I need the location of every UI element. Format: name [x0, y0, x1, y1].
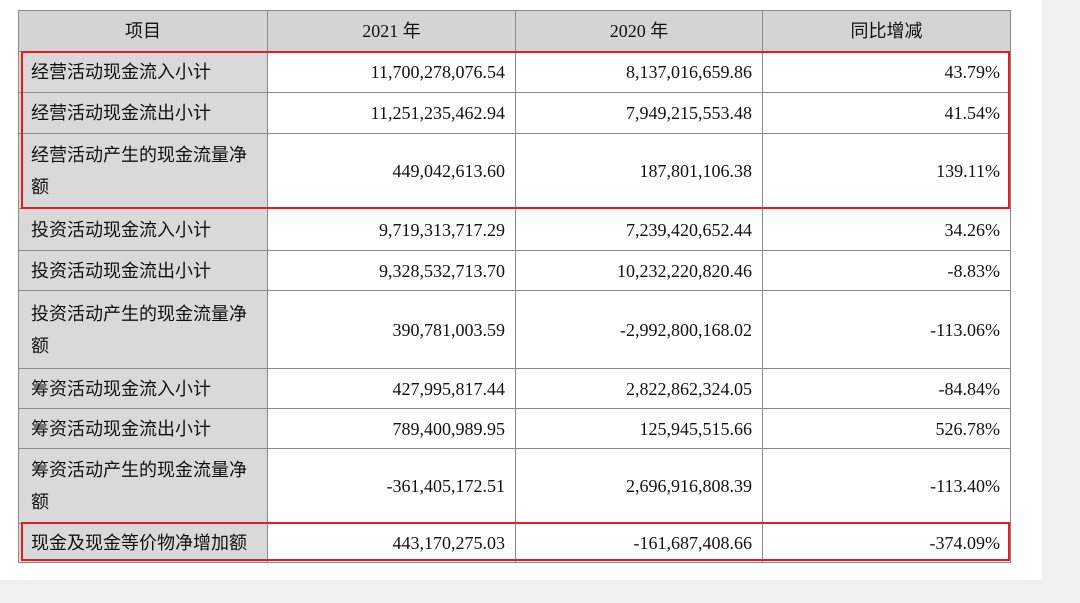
row-label: 筹资活动现金流入小计: [18, 368, 268, 409]
value-cell: -361,405,172.51: [267, 448, 516, 524]
value-cell: 789,400,989.95: [267, 408, 516, 449]
value-cell: 9,328,532,713.70: [267, 250, 516, 291]
value-cell: 390,781,003.59: [267, 290, 516, 369]
value-cell: 10,232,220,820.46: [515, 250, 763, 291]
row-label: 现金及现金等价物净增加额: [18, 523, 268, 563]
value-cell: 449,042,613.60: [267, 133, 516, 209]
value-cell: 11,700,278,076.54: [267, 51, 516, 93]
value-cell: -84.84%: [762, 368, 1011, 409]
value-cell: 2,696,916,808.39: [515, 448, 763, 524]
value-cell: 7,239,420,652.44: [515, 208, 763, 251]
value-cell: 7,949,215,553.48: [515, 92, 763, 134]
value-cell: -374.09%: [762, 523, 1011, 563]
value-cell: -2,992,800,168.02: [515, 290, 763, 369]
value-cell: -8.83%: [762, 250, 1011, 291]
value-cell: 34.26%: [762, 208, 1011, 251]
value-cell: -113.40%: [762, 448, 1011, 524]
header-cell: 2021 年: [267, 10, 516, 52]
row-label: 筹资活动现金流出小计: [18, 408, 268, 449]
row-label: 筹资活动产生的现金流量净额: [18, 448, 268, 524]
value-cell: 526.78%: [762, 408, 1011, 449]
value-cell: 2,822,862,324.05: [515, 368, 763, 409]
value-cell: 427,995,817.44: [267, 368, 516, 409]
row-label: 经营活动产生的现金流量净额: [18, 133, 268, 209]
value-cell: 8,137,016,659.86: [515, 51, 763, 93]
value-cell: 125,945,515.66: [515, 408, 763, 449]
value-cell: -113.06%: [762, 290, 1011, 369]
header-cell: 项目: [18, 10, 268, 52]
value-cell: -161,687,408.66: [515, 523, 763, 563]
row-label: 投资活动产生的现金流量净额: [18, 290, 268, 369]
row-label: 投资活动现金流入小计: [18, 208, 268, 251]
value-cell: 443,170,275.03: [267, 523, 516, 563]
value-cell: 139.11%: [762, 133, 1011, 209]
value-cell: 43.79%: [762, 51, 1011, 93]
row-label: 经营活动现金流入小计: [18, 51, 268, 93]
value-cell: 11,251,235,462.94: [267, 92, 516, 134]
header-cell: 同比增减: [762, 10, 1011, 52]
value-cell: 187,801,106.38: [515, 133, 763, 209]
document-sheet: 项目 2021 年 2020 年同比增减经营活动现金流入小计 11,700,278,0…: [0, 0, 1042, 580]
value-cell: 9,719,313,717.29: [267, 208, 516, 251]
header-cell: 2020 年: [515, 10, 763, 52]
row-label: 经营活动现金流出小计: [18, 92, 268, 134]
value-cell: 41.54%: [762, 92, 1011, 134]
row-label: 投资活动现金流出小计: [18, 250, 268, 291]
